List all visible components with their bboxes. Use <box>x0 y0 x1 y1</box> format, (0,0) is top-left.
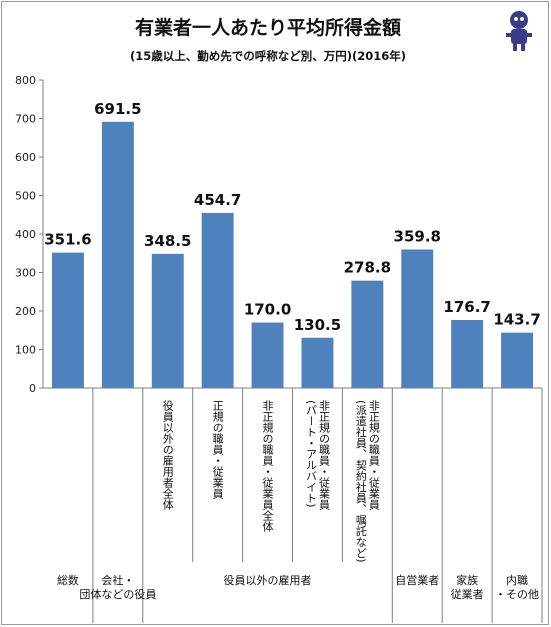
y-tick-label: 700 <box>15 113 36 126</box>
y-tick-label: 100 <box>15 344 36 357</box>
data-label: 351.6 <box>44 231 91 249</box>
category-group-label: 内職 <box>506 573 528 587</box>
bar <box>151 253 184 388</box>
bar <box>451 319 484 388</box>
category-group-label: 会社・ <box>101 573 134 587</box>
bar <box>251 322 284 388</box>
category-label-vertical: 非正規の職員・従業員 <box>317 400 330 511</box>
data-label: 176.7 <box>443 298 490 316</box>
category-group-label: 従業者 <box>451 588 484 601</box>
data-label: 454.7 <box>194 191 241 209</box>
category-label-vertical: 正規の職員・従業員 <box>211 400 224 500</box>
bar <box>101 121 134 389</box>
category-label-vertical: 役員以外の雇用者全体 <box>161 399 174 510</box>
data-label: 170.0 <box>244 301 291 319</box>
bar <box>401 249 434 388</box>
category-group-label: ・その他 <box>495 588 539 601</box>
data-label: 359.8 <box>394 227 441 245</box>
category-group-label: 自営業者 <box>395 573 439 587</box>
category-group-label: 役員以外の雇用者 <box>224 573 312 587</box>
category-label-vertical: (パート・アルバイト) <box>304 400 317 508</box>
data-label: 130.5 <box>294 316 341 334</box>
y-tick-label: 400 <box>15 228 36 241</box>
category-label-vertical: 非正規の職員・従業員全体 <box>261 400 274 532</box>
mascot-logo <box>506 11 532 51</box>
bar <box>51 252 84 388</box>
bar <box>351 280 384 388</box>
category-group-label: 団体などの役員 <box>79 587 156 601</box>
bar <box>301 337 334 388</box>
y-tick-label: 600 <box>15 151 36 164</box>
y-tick-label: 800 <box>15 74 36 87</box>
chart-subtitle: (15歳以上、勤め先での呼称など別、万円)(2016年) <box>130 49 406 63</box>
category-label-vertical: 非正規の職員・従業員 <box>367 400 380 511</box>
data-label: 278.8 <box>344 259 391 277</box>
chart-title: 有業者一人あたり平均所得金額 <box>135 16 401 39</box>
category-label-vertical: (派遣社員、契約社員、嘱託など) <box>354 400 367 563</box>
y-tick-label: 0 <box>29 382 36 395</box>
category-group-label: 総数 <box>57 573 79 587</box>
axes: 0 100 200 300 400 500 600 700 800 <box>15 74 542 395</box>
bars <box>51 121 534 389</box>
y-tick-label: 200 <box>15 305 36 318</box>
bar <box>201 212 234 388</box>
y-tick-label: 500 <box>15 190 36 203</box>
data-label: 691.5 <box>94 100 141 118</box>
category-group-label: 家族 <box>456 573 478 587</box>
data-label: 143.7 <box>493 311 540 329</box>
bar <box>501 332 534 388</box>
data-label: 348.5 <box>144 232 191 250</box>
category-area: 役員以外の雇用者全体 正規の職員・従業員 非正規の職員・従業員全体 非正規の職員・従業… <box>57 388 543 623</box>
y-tick-label: 300 <box>15 267 36 280</box>
